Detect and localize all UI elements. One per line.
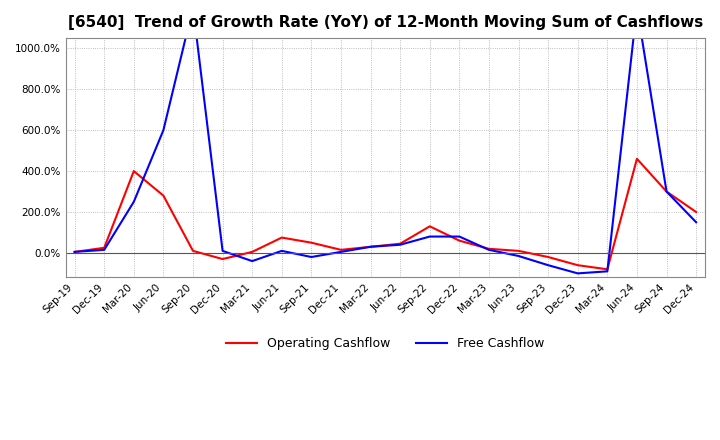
Line: Free Cashflow: Free Cashflow (75, 7, 696, 273)
Free Cashflow (662, 189, 671, 194)
Free Cashflow (277, 248, 286, 253)
Title: [6540]  Trend of Growth Rate (YoY) of 12-Month Moving Sum of Cashflows: [6540] Trend of Growth Rate (YoY) of 12-… (68, 15, 703, 30)
Operating Cashflow (218, 257, 227, 262)
Operating Cashflow (130, 169, 138, 174)
Free Cashflow (189, 5, 197, 10)
Operating Cashflow (573, 263, 582, 268)
Operating Cashflow (100, 245, 109, 250)
Free Cashflow (485, 247, 493, 253)
Operating Cashflow (544, 254, 552, 260)
Free Cashflow (426, 234, 434, 239)
Free Cashflow (248, 258, 256, 264)
Free Cashflow (159, 128, 168, 133)
Operating Cashflow (692, 209, 701, 215)
Operating Cashflow (662, 189, 671, 194)
Free Cashflow (396, 242, 405, 247)
Line: Operating Cashflow: Operating Cashflow (75, 159, 696, 269)
Operating Cashflow (189, 248, 197, 253)
Operating Cashflow (248, 249, 256, 254)
Operating Cashflow (71, 249, 79, 254)
Operating Cashflow (603, 267, 612, 272)
Operating Cashflow (277, 235, 286, 240)
Free Cashflow (692, 220, 701, 225)
Free Cashflow (603, 269, 612, 274)
Operating Cashflow (337, 247, 346, 253)
Free Cashflow (100, 247, 109, 253)
Free Cashflow (366, 244, 375, 249)
Free Cashflow (573, 271, 582, 276)
Free Cashflow (455, 234, 464, 239)
Operating Cashflow (396, 241, 405, 246)
Free Cashflow (218, 248, 227, 253)
Legend: Operating Cashflow, Free Cashflow: Operating Cashflow, Free Cashflow (221, 332, 549, 355)
Free Cashflow (514, 253, 523, 259)
Free Cashflow (633, 5, 642, 10)
Operating Cashflow (366, 244, 375, 249)
Operating Cashflow (485, 246, 493, 252)
Free Cashflow (71, 249, 79, 254)
Operating Cashflow (633, 156, 642, 161)
Operating Cashflow (159, 193, 168, 198)
Free Cashflow (130, 199, 138, 205)
Free Cashflow (307, 254, 315, 260)
Operating Cashflow (307, 240, 315, 246)
Free Cashflow (544, 263, 552, 268)
Operating Cashflow (514, 248, 523, 253)
Free Cashflow (337, 249, 346, 254)
Operating Cashflow (426, 224, 434, 229)
Operating Cashflow (455, 238, 464, 243)
